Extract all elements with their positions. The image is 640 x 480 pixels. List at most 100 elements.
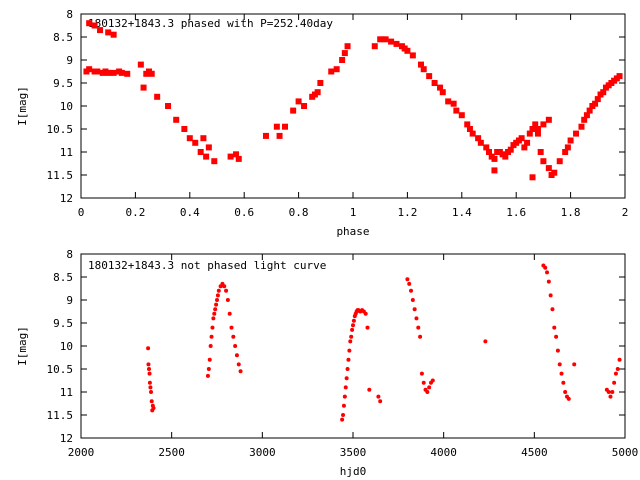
data-point [314, 89, 321, 96]
phased-x-tick-label: 0.4 [180, 206, 200, 219]
unphased-x-axis-label: hjd0 [340, 465, 367, 478]
data-point [211, 316, 216, 321]
data-point [146, 346, 151, 351]
data-point [181, 126, 188, 132]
data-point [545, 116, 552, 123]
phased-chart-title: 180132+1843.3 phased with P=252.40day [88, 17, 333, 30]
data-point [233, 151, 240, 158]
data-point [537, 149, 544, 155]
data-point [207, 357, 212, 362]
data-point [453, 107, 460, 114]
unphased-plot-frame [80, 253, 626, 439]
data-point [105, 69, 112, 76]
data-point [608, 394, 613, 399]
data-point [426, 73, 433, 80]
data-point [238, 369, 243, 374]
data-point [616, 73, 623, 80]
data-point [529, 126, 536, 132]
data-point [140, 84, 147, 91]
data-point [222, 284, 227, 289]
data-point [450, 100, 457, 107]
data-point [206, 367, 211, 371]
data-point [340, 417, 345, 422]
unphased-chart-title: 180132+1843.3 not phased light curve [88, 259, 326, 272]
data-point [532, 121, 539, 128]
data-point [543, 265, 548, 270]
unphased-y-tick-label: 9 [66, 294, 73, 307]
data-point [301, 103, 308, 109]
data-point [86, 66, 93, 73]
data-point [502, 153, 509, 160]
data-point [572, 362, 577, 367]
data-point [414, 316, 419, 321]
unphased-x-tick-label: 2000 [68, 446, 95, 459]
data-point [350, 327, 355, 332]
phased-light-curve-panel: 180132+1843.3 phased with P=252.40day ph… [16, 8, 628, 238]
data-point [545, 270, 550, 275]
data-point [215, 293, 220, 298]
data-point [466, 126, 473, 132]
data-point [407, 281, 412, 286]
unphased-y-axis-label: I[mag] [16, 326, 29, 366]
data-point [235, 155, 242, 162]
data-point [592, 100, 599, 107]
data-point [91, 22, 98, 29]
data-point [349, 334, 354, 339]
unphased-y-tick-label: 10.5 [47, 363, 74, 376]
phased-y-tick-label: 9 [66, 54, 73, 67]
data-point [205, 373, 210, 378]
data-point [491, 155, 498, 162]
data-point [173, 116, 180, 123]
data-point [227, 311, 232, 316]
data-point [154, 93, 161, 100]
data-point [561, 380, 566, 385]
data-point [148, 385, 153, 390]
data-point [233, 344, 238, 348]
data-point [276, 132, 283, 139]
data-point [557, 362, 562, 367]
data-point [229, 325, 234, 330]
data-point [346, 357, 351, 362]
data-point [348, 339, 353, 344]
data-point [211, 158, 218, 165]
data-point [534, 126, 541, 132]
data-point [475, 135, 482, 142]
unphased-light-curve-panel: 180132+1843.3 not phased light curve hjd… [16, 248, 638, 478]
data-point [581, 116, 588, 123]
data-point [526, 130, 533, 137]
data-point [529, 174, 536, 181]
unphased-y-tick-label: 9.5 [53, 317, 73, 330]
data-point [124, 70, 131, 77]
data-point [192, 139, 199, 146]
data-point [97, 27, 104, 34]
unphased-y-tick-label: 8 [66, 248, 73, 261]
data-point [344, 376, 349, 381]
data-point [351, 318, 356, 323]
unphased-x-tick-label: 3000 [249, 446, 276, 459]
data-point [521, 144, 528, 151]
data-point [563, 390, 568, 394]
data-point [367, 387, 372, 392]
data-point [393, 40, 400, 47]
data-point [555, 348, 560, 353]
phased-x-tick-label: 1.8 [561, 206, 581, 219]
data-point [548, 293, 553, 298]
data-point [562, 149, 569, 155]
phased-x-tick-label: 0.6 [234, 206, 254, 219]
phased-x-tick-label: 1.6 [506, 206, 526, 219]
data-point [227, 153, 234, 160]
unphased-x-tick-label: 4500 [521, 446, 548, 459]
data-point [213, 307, 218, 312]
data-point [545, 165, 552, 172]
unphased-y-tick-label: 10 [60, 340, 73, 353]
data-point [236, 362, 241, 367]
data-point [341, 413, 346, 417]
data-point [540, 158, 547, 165]
data-point [282, 123, 288, 130]
data-point [409, 52, 416, 59]
data-point [273, 123, 280, 130]
data-point [215, 298, 219, 302]
data-point [231, 334, 236, 339]
phased-y-axis-label: I[mag] [16, 86, 29, 126]
